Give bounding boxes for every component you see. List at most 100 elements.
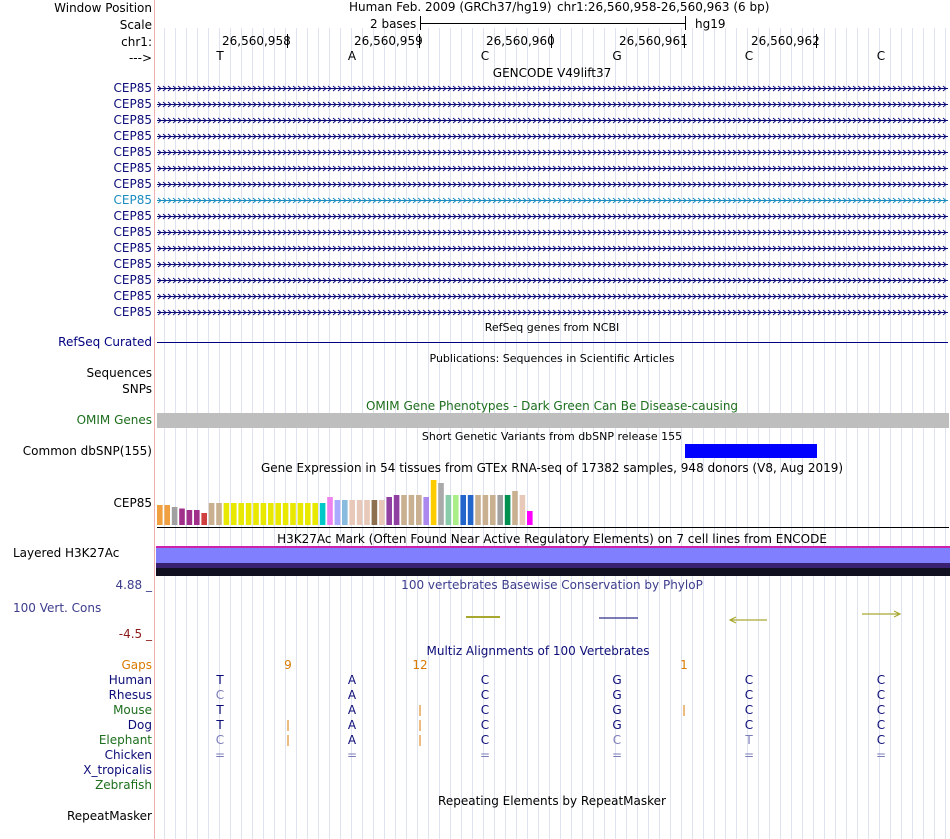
gtex-bar <box>157 505 163 525</box>
transcript-label[interactable]: CEP85 <box>113 193 152 207</box>
gtex-bar <box>393 495 400 525</box>
ruler-coordinate: 26,560,961 <box>619 34 688 48</box>
species-label[interactable]: Zebrafish <box>95 778 152 792</box>
position-text: chr1:26,560,958-26,560,963 (6 bp) <box>557 0 770 14</box>
species-label[interactable]: Mouse <box>113 703 152 717</box>
gtex-bar <box>364 500 370 525</box>
h3k27ac-black <box>156 568 950 576</box>
transcript-label[interactable]: CEP85 <box>113 177 152 191</box>
gtex-label[interactable]: CEP85 <box>113 496 152 510</box>
scale-label: Scale <box>119 18 152 32</box>
transcript-label[interactable]: CEP85 <box>113 81 152 95</box>
repeatmasker-label[interactable]: RepeatMasker <box>66 809 152 823</box>
omim-label[interactable]: OMIM Genes <box>76 413 152 427</box>
transcript-label[interactable]: CEP85 <box>113 129 152 143</box>
dbsnp-label[interactable]: Common dbSNP(155) <box>22 444 152 458</box>
strand-arrows <box>157 181 947 188</box>
gtex-bar <box>319 503 326 525</box>
strand-arrows <box>157 133 947 140</box>
gtex-bar <box>164 505 170 525</box>
cons-mark <box>862 610 902 618</box>
species-label[interactable]: X_tropicalis <box>83 763 152 777</box>
gtex-bar <box>349 500 355 525</box>
gtex-bar <box>327 497 333 525</box>
gtex-bar <box>282 503 289 525</box>
gencode-title: GENCODE V49lift37 <box>492 66 612 80</box>
publications-title: Publications: Sequences in Scientific Ar… <box>429 352 675 365</box>
aligned-base: C <box>612 733 622 747</box>
strand-arrows <box>157 101 947 108</box>
species-label[interactable]: Rhesus <box>108 688 152 702</box>
gtex-bar <box>253 503 259 525</box>
multiz-title: Multiz Alignments of 100 Vertebrates <box>426 644 650 658</box>
strand-arrows <box>157 261 947 268</box>
transcript-label[interactable]: CEP85 <box>113 113 152 127</box>
gtex-bar <box>504 495 511 525</box>
scale-text: 2 bases <box>370 17 417 31</box>
transcript-label[interactable]: CEP85 <box>113 161 152 175</box>
gtex-bar <box>231 503 237 525</box>
cons-title: 100 vertebrates Basewise Conservation by… <box>401 578 703 592</box>
aligned-base: C <box>215 688 225 702</box>
transcript-label[interactable]: CEP85 <box>113 257 152 271</box>
ruler-coordinate: 26,560,958 <box>222 34 291 48</box>
species-label[interactable]: Elephant <box>98 733 152 747</box>
gtex-bar <box>453 495 459 525</box>
gtex-bar <box>371 500 378 525</box>
repeatmasker-title: Repeating Elements by RepeatMasker <box>438 794 666 808</box>
refseq-title: RefSeq genes from NCBI <box>484 321 620 334</box>
transcript-label[interactable]: CEP85 <box>113 305 152 319</box>
dbsnp-title: Short Genetic Variants from dbSNP releas… <box>421 430 683 443</box>
h3k27ac-signal <box>156 548 950 563</box>
transcript-label[interactable]: CEP85 <box>113 145 152 159</box>
publications-label[interactable]: Sequences <box>86 366 152 380</box>
gtex-bar <box>356 500 363 525</box>
aligned-base: = <box>479 748 491 762</box>
strand-arrows <box>157 309 947 316</box>
strand-arrows <box>157 277 947 284</box>
gap-count: 12 <box>412 658 428 672</box>
gtex-bar <box>194 510 200 525</box>
aligned-base: = <box>611 748 623 762</box>
gaps-label: Gaps <box>121 658 152 672</box>
gtex-bar <box>490 495 496 525</box>
aligned-base: T <box>216 673 224 687</box>
aligned-base: G <box>612 703 622 717</box>
h3k27ac-label[interactable]: Layered H3K27Ac <box>13 546 120 560</box>
transcript-label[interactable]: CEP85 <box>113 97 152 111</box>
gtex-bar <box>430 480 437 525</box>
aligned-base: = <box>214 748 226 762</box>
gtex-bar <box>386 497 392 525</box>
transcript-label[interactable]: CEP85 <box>113 209 152 223</box>
gtex-bar <box>342 500 348 525</box>
species-label[interactable]: Dog <box>127 718 152 732</box>
refseq-label[interactable]: RefSeq Curated <box>58 335 152 349</box>
strand-arrows <box>157 85 947 92</box>
aligned-base: A <box>347 688 357 702</box>
transcript-label[interactable]: CEP85 <box>113 225 152 239</box>
gtex-bar <box>438 483 444 525</box>
gtex-bar <box>527 511 533 525</box>
species-label[interactable]: Chicken <box>104 748 152 762</box>
snps-label[interactable]: SNPs <box>122 382 152 396</box>
gtex-bar <box>408 495 415 525</box>
aligned-base: C <box>215 733 225 747</box>
gtex-bar <box>305 503 311 525</box>
cons-label[interactable]: 100 Vert. Cons <box>13 601 102 615</box>
gtex-bar <box>275 503 281 525</box>
gtex-bar <box>467 495 474 525</box>
h3k27ac-top <box>156 546 950 548</box>
transcript-label[interactable]: CEP85 <box>113 289 152 303</box>
transcript-label[interactable]: CEP85 <box>113 273 152 287</box>
gtex-bar <box>312 503 318 525</box>
species-label[interactable]: Human <box>108 673 152 687</box>
aligned-base: C <box>480 733 490 747</box>
transcript-label[interactable]: CEP85 <box>113 241 152 255</box>
gtex-bar <box>512 491 518 525</box>
gtex-bar <box>201 513 207 525</box>
ruler-base: G <box>612 49 622 63</box>
gap-count: 9 <box>284 658 292 672</box>
aligned-base: C <box>480 688 490 702</box>
